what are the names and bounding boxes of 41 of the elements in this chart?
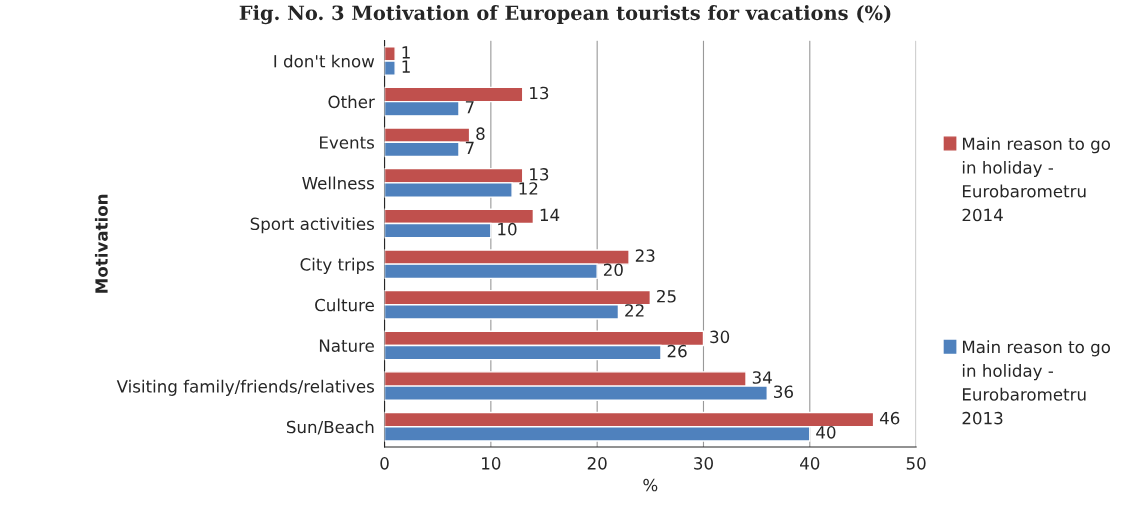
data-label: 12 xyxy=(519,182,538,195)
data-label: 13 xyxy=(530,168,549,181)
legend-label: Main reason to go in holiday - Eurobarometru 2013 xyxy=(962,340,1111,425)
data-label: 8 xyxy=(476,127,485,140)
x-axis-title: % xyxy=(643,478,658,492)
x-tick-label: 20 xyxy=(587,457,607,470)
data-label: 40 xyxy=(816,426,836,439)
data-label: 7 xyxy=(465,141,474,154)
y-tick-label: Visiting family/friends/relatives xyxy=(116,379,375,396)
data-label: 1 xyxy=(402,60,410,73)
y-tick-label: Events xyxy=(320,136,374,149)
data-label: 13 xyxy=(530,86,549,100)
y-tick-label: Wellness xyxy=(302,176,375,190)
y-tick-label: City trips xyxy=(300,257,375,274)
data-label: 25 xyxy=(657,289,676,303)
y-tick-label: Nature xyxy=(319,339,374,353)
data-label: 36 xyxy=(774,385,793,399)
y-tick-label: Sport activities xyxy=(250,217,374,234)
data-label: 1 xyxy=(402,46,410,59)
data-label: 14 xyxy=(540,208,560,222)
data-label: 23 xyxy=(635,249,655,262)
data-label: 7 xyxy=(465,101,474,114)
legend-label: Main reason to go in holiday - Eurobarometru 2014 xyxy=(962,137,1111,222)
data-label: 30 xyxy=(710,330,730,344)
y-tick-label: Culture xyxy=(315,298,374,312)
data-label: 26 xyxy=(667,344,687,358)
y-tick-label: Other xyxy=(328,95,375,109)
data-label: 34 xyxy=(752,371,772,384)
data-label: 20 xyxy=(603,263,623,277)
data-label: 10 xyxy=(498,222,517,236)
x-tick-label: 50 xyxy=(906,457,926,470)
data-label: 46 xyxy=(879,411,900,425)
chart-title: Fig. No. 3 Motivation of European tourists for vacations (%) xyxy=(239,5,891,25)
y-tick-label: I don't know xyxy=(274,54,375,68)
x-tick-label: 30 xyxy=(694,457,713,470)
x-tick-label: 10 xyxy=(482,457,501,470)
y-tick-label: Sun/Beach xyxy=(286,420,374,435)
data-label: 22 xyxy=(625,304,644,317)
x-tick-label: 0 xyxy=(380,457,389,470)
y-axis-title: Motivation xyxy=(94,194,108,293)
x-tick-label: 40 xyxy=(800,457,820,470)
